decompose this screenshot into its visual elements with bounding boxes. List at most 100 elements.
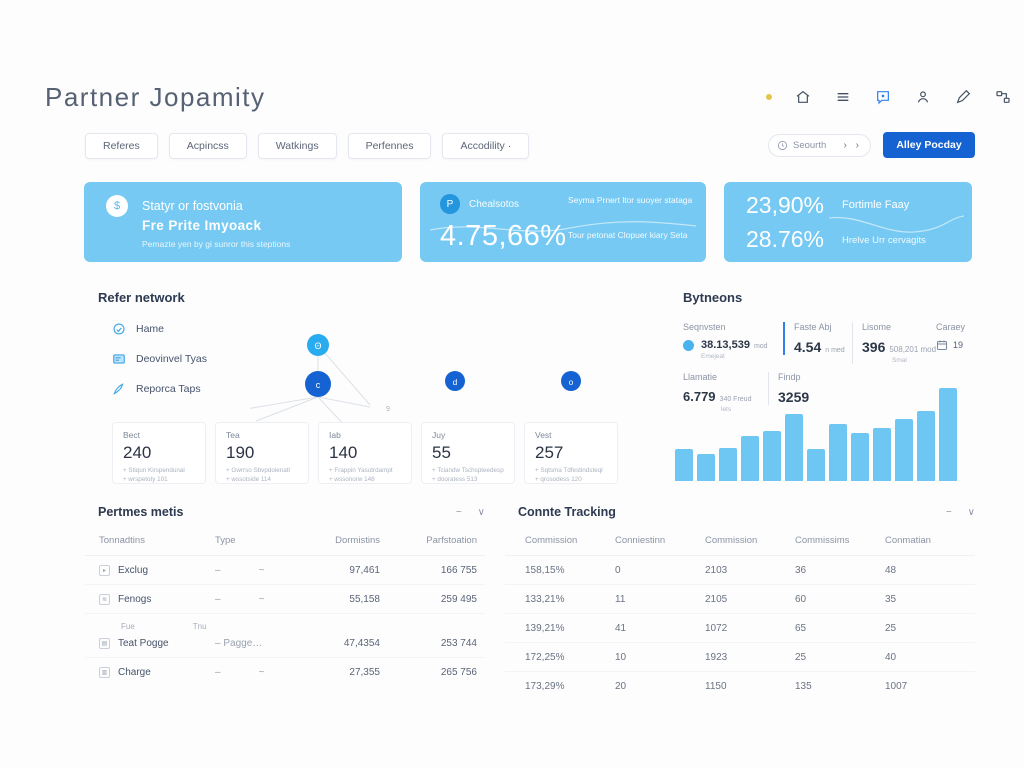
cell: 25 <box>885 622 897 634</box>
cell: 2103 <box>705 564 728 576</box>
col-header[interactable]: Conmatian <box>885 535 931 546</box>
stat-label: Faste Abj <box>794 322 832 332</box>
tab-referes[interactable]: Referes <box>85 133 158 159</box>
tab-acpincss[interactable]: Acpincss <box>168 133 247 159</box>
row-dormistins: 27,355 <box>349 667 380 678</box>
refer-item-hame[interactable]: Hame <box>112 322 207 336</box>
partners-panel-title: Pertmes metis <box>98 505 184 519</box>
chevron-down-icon[interactable]: ∨ <box>477 506 485 518</box>
stat-card-vest[interactable]: Vest 257 + Sqtsma Tdfestindsteql + qroso… <box>524 422 618 484</box>
row-name: Exclug <box>118 564 149 576</box>
col-header[interactable]: Tonnadtins <box>99 535 145 546</box>
tab-accodility[interactable]: Accodility · <box>442 133 530 159</box>
notification-dot-icon <box>766 94 772 100</box>
table-row[interactable]: 133,21% 11 2105 60 35 <box>505 585 975 614</box>
network-node-o[interactable] <box>561 371 581 391</box>
summary-card-rate[interactable]: P Chealsotos 4.75,66% Seyma Prnert ltor … <box>420 182 706 262</box>
table-row[interactable]: ▥ Charge – ~ 27,355 265 756 <box>85 658 485 687</box>
doc-icon: ▤ <box>99 638 110 650</box>
workflow-icon[interactable] <box>994 88 1012 106</box>
stat-label: Seqnvsten <box>683 322 726 332</box>
refer-item-deovinvel[interactable]: Deovinvel Tyas <box>112 352 207 366</box>
bar <box>939 388 957 481</box>
card3-label1: Fortimle Faay <box>842 199 910 211</box>
node-glyph: Θ <box>314 341 321 351</box>
stat-value: 6.779 <box>683 389 716 404</box>
collapse-icon[interactable]: − <box>945 506 952 518</box>
stat-card-juy[interactable]: Juy 55 + Tciandw Tschspteedespt + doorat… <box>421 422 515 484</box>
cell: 35 <box>885 593 897 605</box>
stat-card-bect[interactable]: Bect 240 + Stiqun Kirspendunal + wrspeto… <box>112 422 206 484</box>
col-header[interactable]: Type <box>215 535 236 546</box>
bytneons-stat-faste-abj: Faste Abj 4.54 n med <box>783 322 845 355</box>
bytneons-stat-findp: Findp 3259 <box>768 372 809 405</box>
menu-icon[interactable] <box>834 88 852 106</box>
cell: 1007 <box>885 681 908 692</box>
table-row[interactable]: ≋ Fenogs – ~ 55,158 259 495 <box>85 585 485 614</box>
table-row[interactable]: 173,29% 20 1150 135 1007 <box>505 672 975 701</box>
stat-note2: + wssotside 114 <box>226 476 271 484</box>
table-row[interactable]: Fue Tnu ▤ Teat Pogge – Pagge… 47,4354 25… <box>85 614 485 658</box>
chevron-down-icon[interactable]: ∨ <box>967 506 975 518</box>
tab-watkings[interactable]: Watkings <box>257 133 337 159</box>
node-glyph: c <box>316 380 321 390</box>
bar <box>895 419 913 481</box>
primary-action-button[interactable]: Alley Pocday <box>883 132 975 158</box>
home-icon <box>112 322 126 336</box>
cell: 1150 <box>705 681 727 692</box>
tab-perfennes[interactable]: Perfennes <box>347 133 432 159</box>
cell: 40 <box>885 651 897 663</box>
chat-icon[interactable] <box>874 88 892 106</box>
bar-chart <box>675 388 957 481</box>
collapse-icon[interactable]: − <box>455 506 462 518</box>
user-icon[interactable] <box>914 88 932 106</box>
row-type2: ~ <box>258 564 265 576</box>
stat-value: 55 <box>432 443 451 462</box>
cell: 0 <box>615 564 621 576</box>
network-node-root[interactable] <box>307 334 329 356</box>
bar <box>829 424 847 481</box>
refer-item-label: Reporca Taps <box>136 383 201 395</box>
table-row[interactable]: 158,15% 0 2103 36 48 <box>505 556 975 585</box>
row-sup1: Fue <box>121 621 135 631</box>
stat-label: Findp <box>778 372 801 382</box>
refer-network-title: Refer network <box>98 290 185 305</box>
table-row[interactable]: ▸ Exclug – ~ 97,461 166 755 <box>85 556 485 585</box>
search-value: Seourth <box>793 140 827 151</box>
search-chevrons[interactable]: › › <box>843 140 862 151</box>
nav-tab-bar: Referes Acpincss Watkings Perfennes Acco… <box>85 133 530 159</box>
col-header[interactable]: Commission <box>705 535 758 546</box>
col-header[interactable]: Parfstoation <box>426 535 477 546</box>
blue-dot-icon <box>683 339 694 351</box>
table-row[interactable]: 139,21% 41 1072 65 25 <box>505 614 975 643</box>
stat-value: 140 <box>329 443 358 462</box>
col-header[interactable]: Dormistins <box>335 535 380 546</box>
edit-icon[interactable] <box>954 88 972 106</box>
col-header[interactable]: Commission <box>525 535 578 546</box>
stat-note1: + Sqtsma Tdfestindsteql <box>535 467 603 474</box>
summary-card-status[interactable]: $ Statyr or fostvonia Fre Prite Imyoack … <box>84 182 402 262</box>
row-parfstoation: 259 495 <box>440 593 477 605</box>
stat-sub: Smal <box>892 357 907 364</box>
card3-value2: 28.76% <box>746 226 825 252</box>
cell: 173,29% <box>525 681 565 692</box>
table-row[interactable]: 172,25% 10 1923 25 40 <box>505 643 975 672</box>
stat-value: 396 <box>862 339 886 355</box>
col-header[interactable]: Conniestinn <box>615 535 666 546</box>
stat-card-iab[interactable]: Iab 140 + Frappin Yasutrdampt + wssonorw… <box>318 422 412 484</box>
row-type1: – <box>215 593 221 605</box>
home-icon[interactable] <box>794 88 812 106</box>
card1-line2: Fre Prite Imyoack <box>142 218 262 233</box>
bytneons-stat-llamatie: Llamatie 6.779 340 Freud lets <box>683 372 751 413</box>
cell: 11 <box>615 593 626 605</box>
stat-note2: + dooratess 513 <box>432 476 478 484</box>
col-header[interactable]: Commissims <box>795 535 850 546</box>
network-node-d[interactable] <box>445 371 465 391</box>
stat-card-tea[interactable]: Tea 190 + Gwrrso Sbvpdoienatl + wssotsid… <box>215 422 309 484</box>
cell: 48 <box>885 564 897 576</box>
refer-item-reporca[interactable]: Reporca Taps <box>112 382 207 396</box>
row-parfstoation: 253 744 <box>440 638 477 650</box>
search-input[interactable]: Seourth › › <box>768 134 871 157</box>
summary-card-percentages[interactable]: 23,90% 28.76% Fortimle Faay Hrelve Urr c… <box>724 182 972 262</box>
network-node-child[interactable] <box>305 371 331 397</box>
